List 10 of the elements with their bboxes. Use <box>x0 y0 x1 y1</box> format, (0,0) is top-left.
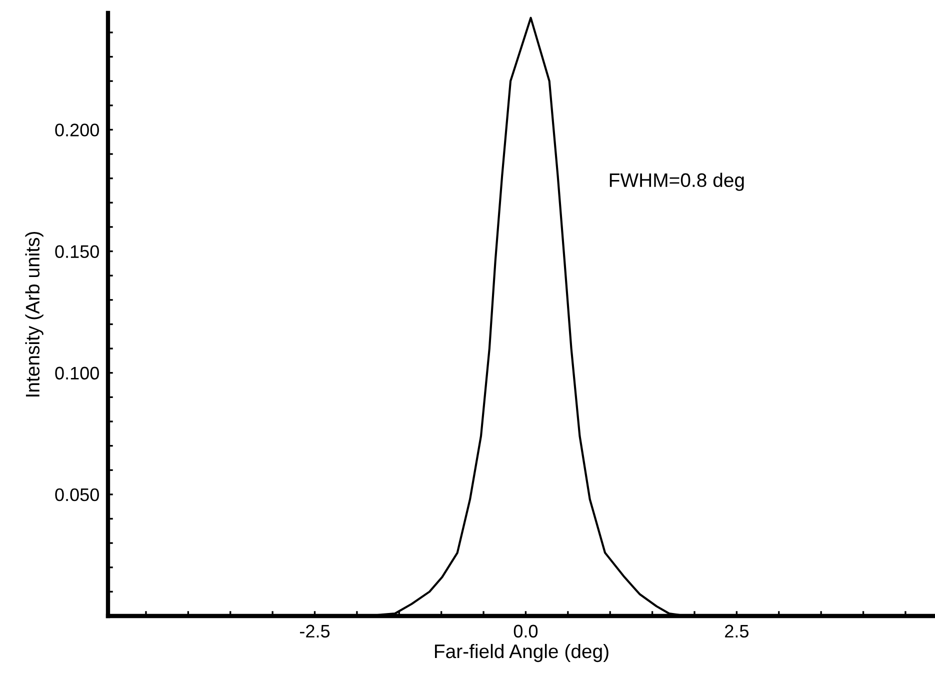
x-tick-label: -2.5 <box>300 624 330 638</box>
annotation: FWHM=0.8 deg <box>610 172 744 191</box>
x-tick-label: 2.5 <box>725 624 748 638</box>
y-axis-title: Intensity (Arb units) <box>25 232 44 396</box>
x-axis-title: Far-field Angle (deg) <box>435 644 608 662</box>
y-tick-label: 0.100 <box>55 366 99 380</box>
x-tick-label: 0.0 <box>514 624 538 638</box>
y-tick-label: 0.200 <box>55 124 99 136</box>
y-tick-label: 0.150 <box>55 245 99 258</box>
y-tick-label: 0.050 <box>55 488 99 502</box>
